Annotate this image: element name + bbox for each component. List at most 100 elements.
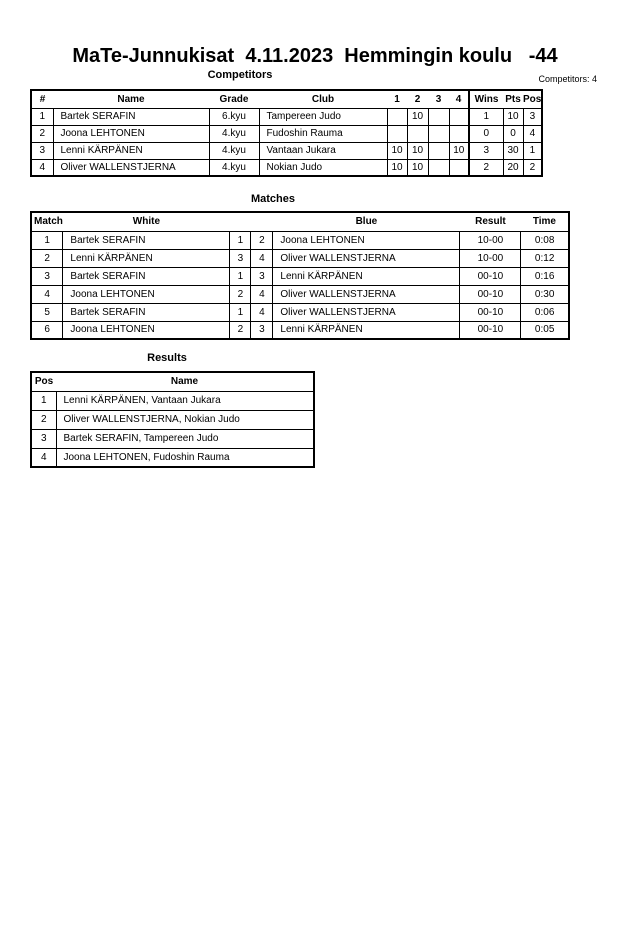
cell-blue-num: 3: [250, 266, 274, 286]
cell-num: 2: [30, 124, 54, 143]
cell-white-name: Bartek SERAFIN: [62, 302, 231, 322]
match-row: 2 Lenni KÄRPÄNEN 3 4 Oliver WALLENSTJERN…: [30, 248, 570, 268]
col-header-pos: Pos: [31, 372, 56, 392]
cell-name: Bartek SERAFIN, Tampereen Judo: [55, 428, 315, 449]
cell-blue-num: 4: [250, 284, 274, 304]
cell-blue-name: Oliver WALLENSTJERNA: [272, 248, 461, 268]
cell-white-num: 3: [229, 248, 252, 268]
result-row: 2 Oliver WALLENSTJERNA, Nokian Judo: [30, 409, 315, 430]
cell-3: [427, 124, 450, 143]
cell-num: 1: [30, 107, 54, 126]
col-header-wins: Wins: [468, 90, 503, 109]
col-header-pos: Pos: [523, 90, 543, 109]
competitor-row: 4 Oliver WALLENSTJERNA 4.kyu Nokian Judo…: [30, 158, 543, 177]
cell-4: 10: [448, 141, 470, 160]
cell-2: 10: [406, 141, 429, 160]
cell-result: 00-10: [459, 284, 522, 304]
result-row: 3 Bartek SERAFIN, Tampereen Judo: [30, 428, 315, 449]
cell-result: 00-10: [459, 266, 522, 286]
cell-pos: 3: [522, 107, 543, 126]
cell-club: Vantaan Jukara: [258, 141, 388, 160]
cell-1: [386, 124, 408, 143]
cell-result: 00-10: [459, 320, 522, 340]
cell-name: Oliver WALLENSTJERNA: [52, 158, 210, 177]
cell-num: 4: [30, 158, 54, 177]
cell-blue-num: 2: [250, 230, 274, 250]
cell-white-num: 2: [229, 284, 252, 304]
cell-white-name: Lenni KÄRPÄNEN: [62, 248, 231, 268]
cell-time: 0:12: [520, 248, 570, 268]
cell-grade: 6.kyu: [208, 107, 260, 126]
cell-1: 10: [386, 141, 408, 160]
cell-match-num: 5: [30, 302, 64, 322]
cell-club: Fudoshin Rauma: [258, 124, 388, 143]
col-header-3: 3: [428, 90, 449, 109]
cell-time: 0:16: [520, 266, 570, 286]
cell-name: Bartek SERAFIN: [52, 107, 210, 126]
cell-wins: 3: [468, 141, 504, 160]
cell-name: Lenni KÄRPÄNEN, Vantaan Jukara: [55, 390, 315, 411]
competitor-row: 3 Lenni KÄRPÄNEN 4.kyu Vantaan Jukara 10…: [30, 141, 543, 160]
match-row: 4 Joona LEHTONEN 2 4 Oliver WALLENSTJERN…: [30, 284, 570, 304]
col-header-4: 4: [449, 90, 469, 109]
competitors-heading-row: Competitors Competitors: 4: [0, 69, 630, 84]
col-header-blue-num: [250, 212, 273, 232]
cell-pos: 4: [522, 124, 543, 143]
col-header-name: Name: [56, 372, 314, 392]
competitors-header-row: # Name Grade Club 1 2 3 4 Wins Pts Pos: [31, 90, 543, 109]
col-header-2: 2: [407, 90, 428, 109]
col-header-grade: Grade: [209, 90, 259, 109]
cell-2: [406, 124, 429, 143]
competitors-count: Competitors: 4: [538, 74, 597, 84]
results-heading: Results: [147, 352, 187, 364]
cell-pos: 4: [30, 447, 57, 468]
cell-pts: 20: [502, 158, 524, 177]
cell-white-name: Joona LEHTONEN: [62, 284, 231, 304]
result-row: 1 Lenni KÄRPÄNEN, Vantaan Jukara: [30, 390, 315, 411]
cell-name: Lenni KÄRPÄNEN: [52, 141, 210, 160]
cell-wins: 2: [468, 158, 504, 177]
cell-white-num: 1: [229, 230, 252, 250]
cell-match-num: 4: [30, 284, 64, 304]
cell-match-num: 1: [30, 230, 64, 250]
cell-wins: 1: [468, 107, 504, 126]
cell-name: Joona LEHTONEN, Fudoshin Rauma: [55, 447, 315, 468]
col-header-pts: Pts: [503, 90, 523, 109]
col-header-1: 1: [387, 90, 407, 109]
cell-pts: 30: [502, 141, 524, 160]
cell-white-num: 1: [229, 266, 252, 286]
competitor-row: 1 Bartek SERAFIN 6.kyu Tampereen Judo 10…: [30, 107, 543, 126]
cell-blue-num: 4: [250, 302, 274, 322]
cell-club: Nokian Judo: [258, 158, 388, 177]
competitors-heading: Competitors: [207, 69, 273, 81]
cell-4: [448, 158, 470, 177]
cell-pos: 2: [30, 409, 57, 430]
col-header-time: Time: [520, 212, 569, 232]
cell-white-num: 1: [229, 302, 252, 322]
cell-2: 10: [406, 107, 429, 126]
cell-result: 10-00: [459, 230, 522, 250]
results-table: Pos Name 1 Lenni KÄRPÄNEN, Vantaan Jukar…: [30, 371, 315, 468]
competitors-table: # Name Grade Club 1 2 3 4 Wins Pts Pos 1…: [30, 89, 544, 177]
cell-match-num: 2: [30, 248, 64, 268]
cell-wins: 0: [468, 124, 504, 143]
cell-white-num: 2: [229, 320, 252, 340]
cell-time: 0:06: [520, 302, 570, 322]
cell-time: 0:08: [520, 230, 570, 250]
cell-3: [427, 141, 450, 160]
cell-time: 0:05: [520, 320, 570, 340]
cell-name: Joona LEHTONEN: [52, 124, 210, 143]
cell-match-num: 3: [30, 266, 64, 286]
cell-match-num: 6: [30, 320, 64, 340]
cell-white-name: Joona LEHTONEN: [62, 320, 231, 340]
col-header-result: Result: [459, 212, 521, 232]
cell-pts: 0: [502, 124, 524, 143]
cell-1: [386, 107, 408, 126]
cell-pos: 1: [30, 390, 57, 411]
results-header-row: Pos Name: [31, 372, 314, 392]
col-header-club: Club: [259, 90, 387, 109]
cell-3: [427, 107, 450, 126]
cell-club: Tampereen Judo: [258, 107, 388, 126]
match-row: 1 Bartek SERAFIN 1 2 Joona LEHTONEN 10-0…: [30, 230, 570, 250]
matches-header-row: Match White Blue Result Time: [31, 212, 569, 232]
